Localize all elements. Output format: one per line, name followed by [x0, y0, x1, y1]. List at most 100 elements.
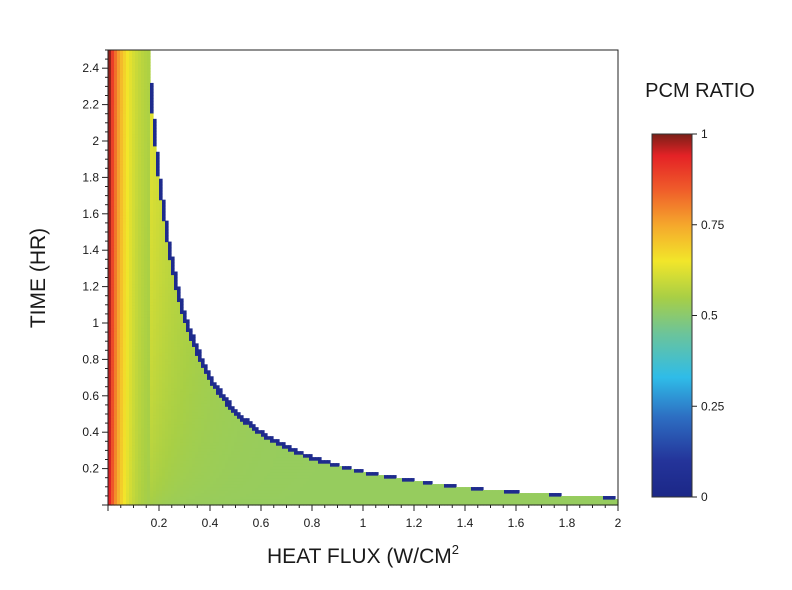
heatmap-cell [135, 418, 139, 422]
heatmap-cell [216, 457, 220, 461]
heatmap-cell [129, 427, 133, 431]
heatmap-cell [204, 400, 208, 404]
heatmap-cell [243, 472, 247, 476]
heatmap-cell [303, 478, 307, 482]
heatmap-cell [135, 205, 139, 210]
heatmap-cell [123, 349, 127, 353]
heatmap-cell [222, 415, 226, 419]
heatmap-cell [114, 64, 118, 69]
heatmap-cell [159, 331, 163, 335]
heatmap-cell [126, 445, 130, 449]
heatmap-cell [138, 487, 142, 491]
heatmap-cell [135, 157, 139, 162]
heatmap-cell [234, 457, 238, 461]
heatmap-cell [168, 484, 172, 488]
heatmap-cell [120, 271, 124, 276]
heatmap-cell [120, 133, 124, 138]
heatmap-cell [210, 502, 214, 506]
heatmap-cell [180, 307, 184, 312]
heatmap-cell [159, 400, 163, 404]
heatmap-cell [108, 214, 112, 219]
heatmap-cell [303, 454, 307, 458]
heatmap-cell [270, 442, 274, 446]
heatmap-cell [144, 373, 148, 377]
heatmap-cell [129, 208, 133, 213]
heatmap-cell [141, 313, 145, 318]
heatmap-cell [135, 472, 139, 476]
heatmap-cell [264, 436, 268, 440]
heatmap-cell [201, 400, 205, 404]
heatmap-cell [111, 202, 115, 207]
heatmap-cell [144, 295, 148, 300]
heatmap-cell [402, 490, 406, 494]
heatmap-cell [153, 397, 157, 401]
heatmap-cell [288, 487, 292, 491]
heatmap-cell [390, 478, 394, 482]
heatmap-cell [354, 496, 358, 500]
heatmap-cell [150, 277, 154, 282]
heatmap-cell [165, 409, 169, 413]
heatmap-cell [111, 304, 115, 309]
heatmap-cell [234, 484, 238, 488]
heatmap-cell [141, 172, 145, 177]
heatmap-cell [135, 283, 139, 288]
heatmap-cell [153, 196, 157, 201]
heatmap-cell [174, 427, 178, 431]
heatmap-cell [213, 382, 217, 386]
heatmap-cell [240, 487, 244, 491]
heatmap-cell [114, 433, 118, 437]
heatmap-cell [198, 439, 202, 443]
heatmap-cell [264, 448, 268, 452]
heatmap-cell [294, 460, 298, 464]
heatmap-cell [117, 70, 121, 75]
heatmap-cell [228, 481, 232, 485]
heatmap-cell [123, 136, 127, 141]
heatmap-cell [162, 454, 166, 458]
heatmap-cell [138, 265, 142, 270]
heatmap-cell [138, 376, 142, 380]
heatmap-cell [183, 433, 187, 437]
heatmap-cell [195, 493, 199, 497]
heatmap-cell [153, 445, 157, 449]
heatmap-cell [168, 364, 172, 368]
heatmap-cell [306, 469, 310, 473]
heatmap-cell [342, 475, 346, 479]
heatmap-cell [123, 94, 127, 99]
heatmap-cell [183, 346, 187, 350]
heatmap-cell [120, 322, 124, 326]
heatmap-cell [207, 445, 211, 449]
heatmap-cell [177, 481, 181, 485]
heatmap-cell [252, 478, 256, 482]
heatmap-cell [237, 433, 241, 437]
heatmap-cell [171, 394, 175, 398]
heatmap-cell [216, 448, 220, 452]
heatmap-cell [129, 283, 133, 288]
heatmap-cell [147, 94, 151, 99]
heatmap-cell [126, 181, 130, 186]
heatmap-cell [162, 475, 166, 479]
heatmap-cell [219, 463, 223, 467]
heatmap-cell [252, 499, 256, 503]
heatmap-cell [138, 313, 142, 318]
heatmap-cell [171, 427, 175, 431]
heatmap-cell [147, 79, 151, 84]
heatmap-cell [117, 115, 121, 120]
heatmap-cell [198, 415, 202, 419]
heatmap-cell [162, 421, 166, 425]
heatmap-cell [219, 460, 223, 464]
heatmap-cell [183, 475, 187, 479]
heatmap-cell [108, 343, 112, 347]
heatmap-cell [111, 253, 115, 258]
heatmap-cell [186, 439, 190, 443]
heatmap-cell [114, 355, 118, 359]
heatmap-cell [225, 412, 229, 416]
heatmap-cell [162, 457, 166, 461]
heatmap-cell [147, 211, 151, 216]
heatmap-cell [171, 310, 175, 315]
heatmap-cell [108, 421, 112, 425]
heatmap-cell [114, 460, 118, 464]
heatmap-cell [111, 199, 115, 204]
heatmap-cell [114, 439, 118, 443]
heatmap-cell [312, 499, 316, 503]
heatmap-cell [207, 382, 211, 386]
